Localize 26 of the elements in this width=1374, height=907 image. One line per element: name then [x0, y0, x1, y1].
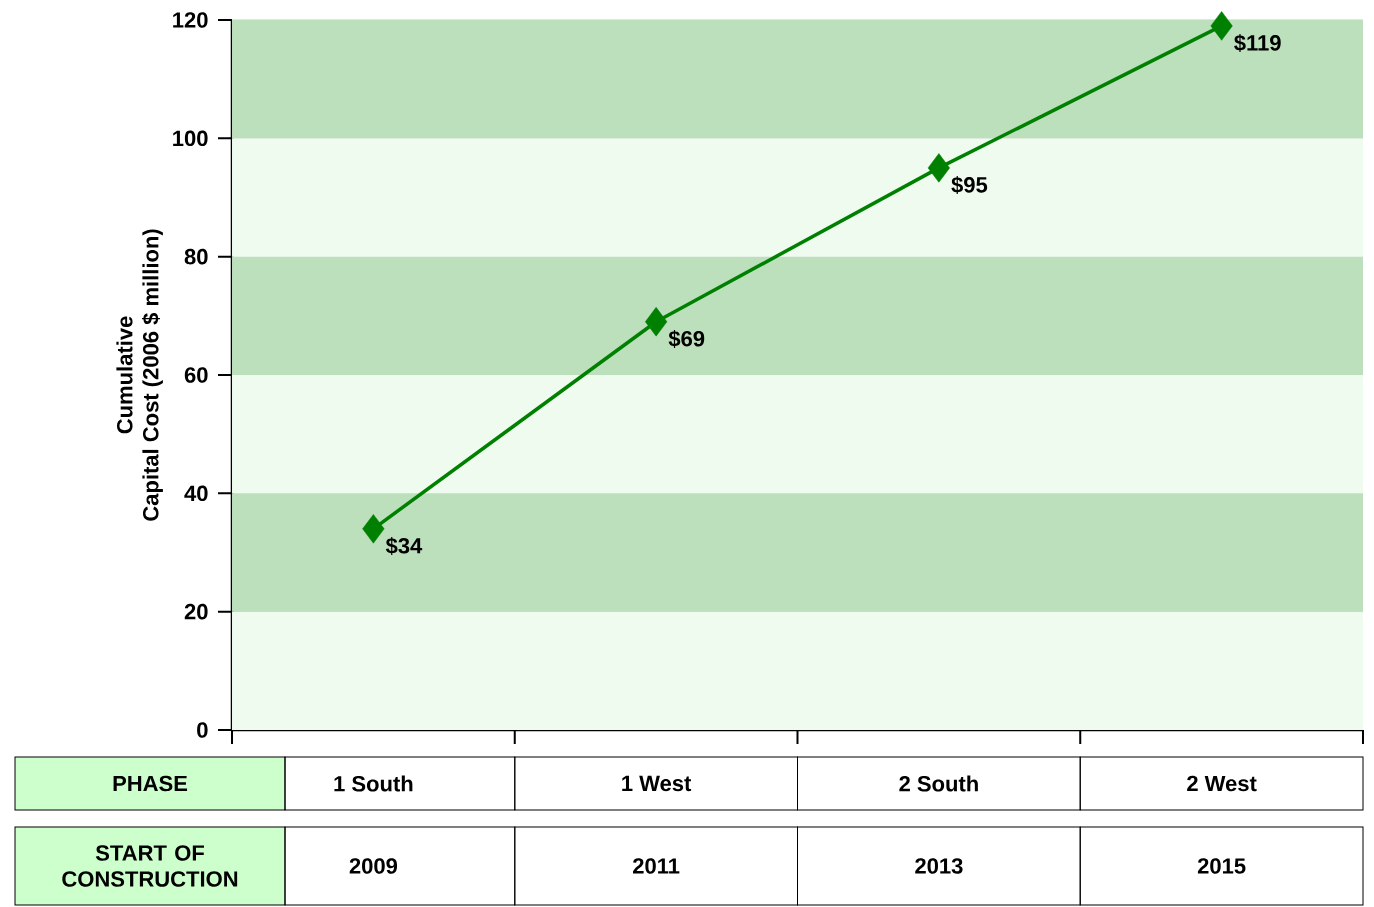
- point: [927, 153, 950, 183]
- y-tick-label: 120: [173, 12, 208, 28]
- data-label: $119: [1234, 34, 1281, 53]
- text: 2013: [915, 858, 963, 874]
- text: 2015: [1197, 858, 1246, 874]
- point: [362, 514, 385, 544]
- y-tick-label: 100: [173, 130, 208, 147]
- y-tick-label: 0: [197, 722, 208, 738]
- point: [1210, 11, 1233, 41]
- data-label: $69: [668, 329, 705, 348]
- y-tick-label: 80: [184, 248, 208, 265]
- y-tick-label: 20: [184, 603, 208, 620]
- data-label: $34: [385, 537, 423, 555]
- x-tick-label: 2 South: [899, 775, 978, 792]
- text: 2009: [349, 858, 398, 874]
- y-axis-title: Cumulative Capital Cost (2006 $ million): [116, 229, 163, 521]
- x-tick-label: 1 West: [622, 775, 692, 792]
- data-label: $95: [951, 176, 988, 195]
- text: 2011: [633, 858, 680, 874]
- y-tick-label: 60: [184, 367, 208, 383]
- point: [645, 307, 668, 337]
- x-tick-label: 2 West: [1187, 775, 1257, 792]
- x-tick-label: 1 South: [334, 775, 413, 792]
- y-tick-label: 40: [184, 485, 208, 502]
- text: START OF CONSTRUCTION: [62, 845, 238, 887]
- text: PHASE: [113, 775, 188, 792]
